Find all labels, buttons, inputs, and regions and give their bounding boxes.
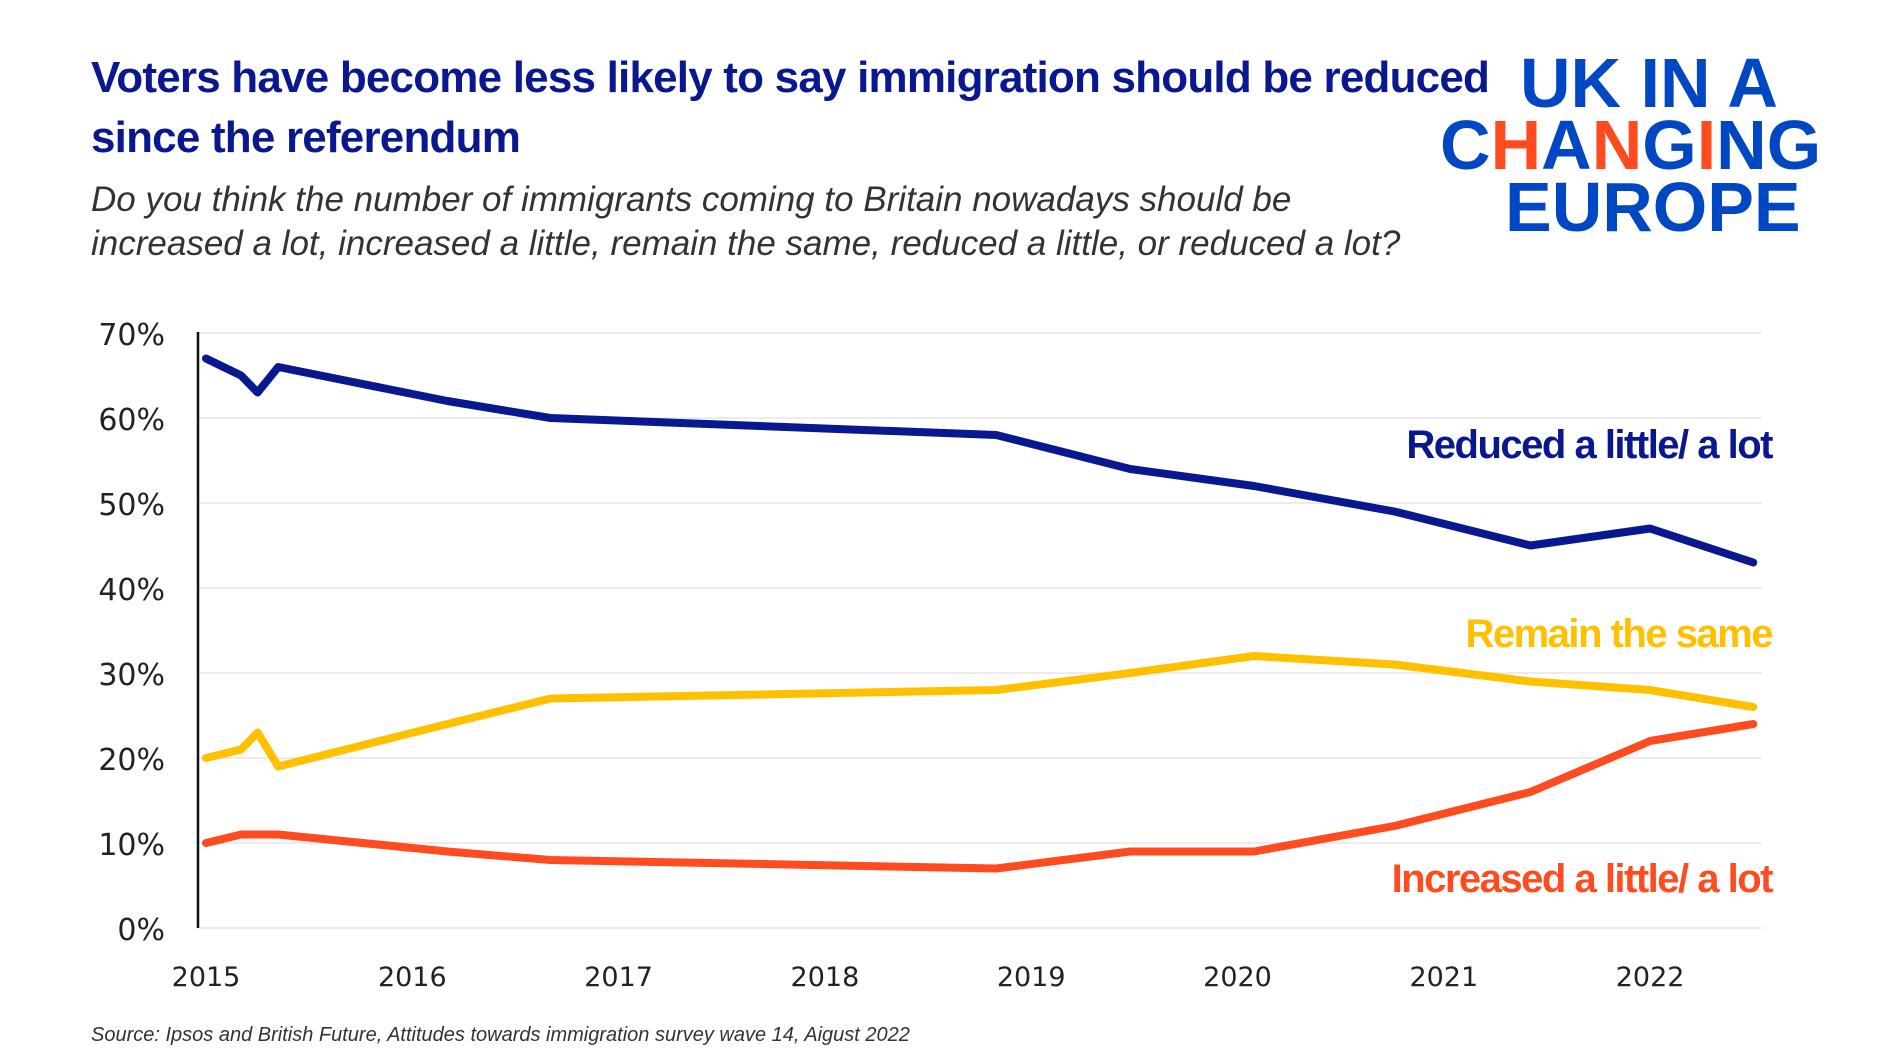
y-tick-label: 30% [98, 658, 165, 693]
series-label: Increased a little/ a lot [1392, 857, 1774, 901]
x-tick-label: 2020 [1203, 962, 1272, 993]
series-label: Reduced a little/ a lot [1406, 423, 1773, 467]
x-tick-label: 2021 [1409, 962, 1478, 993]
x-tick-label: 2016 [378, 962, 447, 993]
y-tick-label: 40% [98, 573, 165, 608]
chart-subtitle: Do you think the number of immigrants co… [91, 180, 1401, 263]
x-tick-label: 2017 [584, 962, 653, 993]
chart-title: Voters have become less likely to say im… [91, 53, 1490, 162]
y-tick-label: 20% [98, 743, 165, 778]
logo-line-3: EUROPE [1505, 168, 1801, 246]
y-tick-label: 10% [98, 828, 165, 863]
x-tick-label: 2019 [997, 962, 1066, 993]
y-tick-label: 0% [117, 913, 165, 948]
x-tick-label: 2015 [172, 962, 241, 993]
x-tick-label: 2022 [1616, 962, 1685, 993]
series-label: Remain the same [1465, 612, 1772, 656]
y-tick-label: 50% [98, 488, 165, 523]
source-note: Source: Ipsos and British Future, Attitu… [91, 1024, 910, 1046]
x-tick-label: 2018 [791, 962, 860, 993]
logo-line-1: UK IN A [1520, 44, 1778, 122]
logo-line-2: CHANGING [1440, 106, 1822, 184]
y-tick-label: 60% [98, 403, 165, 438]
series-line-3 [202, 720, 1758, 873]
uk-in-a-changing-europe-logo: UK IN A CHANGING EUROPE [1440, 44, 1870, 246]
y-tick-label: 70% [98, 318, 165, 353]
